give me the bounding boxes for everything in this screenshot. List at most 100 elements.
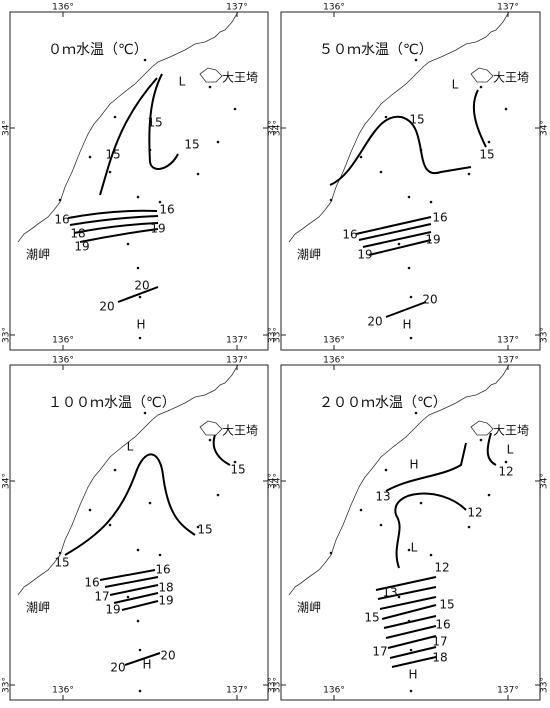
panel-title: １００ｍ水温（℃） — [48, 395, 176, 411]
station-dot — [487, 140, 491, 144]
isotherm — [362, 231, 432, 248]
lon-label: 136° — [52, 336, 74, 346]
isotherm — [113, 592, 159, 604]
station-dot — [143, 411, 147, 415]
lon-label: 136° — [52, 3, 74, 13]
contour-label: 15 — [147, 116, 162, 130]
isotherm — [73, 222, 159, 234]
lat-label: 33° — [540, 677, 550, 693]
station-dot — [126, 595, 130, 599]
lon-label: 136° — [323, 356, 345, 366]
station-dot — [504, 107, 508, 111]
contour-label: 15 — [479, 148, 494, 162]
lon-label: 137° — [497, 3, 519, 13]
isotherm — [358, 223, 432, 241]
station-dot — [233, 107, 237, 111]
station-dot — [359, 155, 363, 159]
contour-label: L — [507, 443, 514, 457]
panel-title: ０ｍ水温（℃） — [48, 42, 148, 58]
lat-label: 33° — [2, 677, 12, 693]
isotherm — [472, 89, 487, 148]
contour-label: H — [402, 318, 411, 332]
isotherm — [67, 209, 158, 219]
station-dot — [136, 619, 140, 623]
contour-label: 20 — [134, 279, 149, 293]
station-dot — [216, 140, 220, 144]
isotherm — [387, 635, 437, 649]
lat-label: 34° — [2, 473, 12, 489]
place-label: 潮岬 — [26, 247, 50, 262]
station-dot — [409, 689, 413, 693]
isotherm — [355, 216, 432, 235]
station-dot — [379, 523, 383, 527]
station-dot — [409, 336, 413, 340]
contour-label: L — [127, 440, 134, 454]
contour-label: 20 — [99, 300, 114, 314]
contour-label: 12 — [434, 561, 449, 575]
isotherm — [486, 432, 497, 466]
lat-label: 34° — [268, 120, 278, 136]
isotherm — [383, 615, 437, 629]
isotherm — [385, 301, 427, 318]
isotherm — [212, 434, 231, 466]
station-dot — [136, 266, 140, 270]
contour-label: 12 — [467, 506, 482, 520]
lon-label: 136° — [52, 686, 74, 696]
isotherm — [99, 77, 158, 196]
isotherm — [368, 239, 432, 256]
lat-label: 34° — [2, 120, 12, 136]
station-dot — [487, 493, 491, 497]
isotherm — [99, 569, 156, 581]
lon-label: 136° — [323, 336, 345, 346]
station-dot — [329, 551, 333, 555]
isotherm — [375, 576, 437, 591]
station-dot — [359, 508, 363, 512]
contour-label: 15 — [105, 148, 120, 162]
station-dot — [409, 295, 413, 299]
contour-label: 18 — [432, 651, 447, 665]
place-label: 潮岬 — [26, 600, 50, 615]
panel-frame — [9, 11, 269, 351]
station-dot — [429, 553, 433, 557]
lat-label: 33° — [268, 327, 278, 343]
map-panel: 136° 136° 137° 137° 34° 34° 33° 33° ０ｍ水温（℃） 大王埼潮岬… — [2, 3, 278, 351]
map-panel: 136° 136° 137° 137° 34° 34° 33° 33° ２００ｍ水温（℃） 大王埼… — [273, 356, 550, 701]
station-dot — [136, 195, 140, 199]
station-dot — [216, 493, 220, 497]
station-dot — [414, 411, 418, 415]
contour-label: H — [408, 668, 417, 682]
contour-label: 19 — [105, 603, 120, 617]
isotherm — [104, 576, 159, 588]
lon-label: 137° — [226, 686, 248, 696]
station-dot — [233, 460, 237, 464]
contour-label: 19 — [158, 594, 173, 608]
station-dot — [329, 198, 333, 202]
station-dot — [88, 508, 92, 512]
contour-label: 19 — [74, 240, 89, 254]
contour-label: 18 — [158, 581, 173, 595]
contour-label: 20 — [422, 293, 437, 307]
station-dot — [138, 648, 142, 652]
isotherm — [394, 492, 467, 569]
contour-label: L — [452, 78, 459, 92]
station-dot — [158, 200, 162, 204]
lon-label: 137° — [226, 356, 248, 366]
contour-label: 16 — [432, 211, 447, 225]
lat-label: 34° — [273, 473, 283, 489]
lon-label: 137° — [497, 356, 519, 366]
station-dot — [108, 170, 112, 174]
contour-label: H — [136, 318, 145, 332]
lat-label: 34° — [540, 120, 550, 136]
lon-label: 136° — [323, 686, 345, 696]
isotherm — [391, 656, 437, 668]
contour-label: 15 — [409, 113, 424, 127]
lat-label: 33° — [273, 327, 283, 343]
station-dot — [138, 689, 142, 693]
lat-label: 33° — [268, 677, 278, 693]
lat-label: 34° — [268, 473, 278, 489]
lon-label: 136° — [52, 356, 74, 366]
station-dot — [407, 266, 411, 270]
isotherm — [377, 586, 437, 600]
lon-label: 136° — [323, 3, 345, 13]
